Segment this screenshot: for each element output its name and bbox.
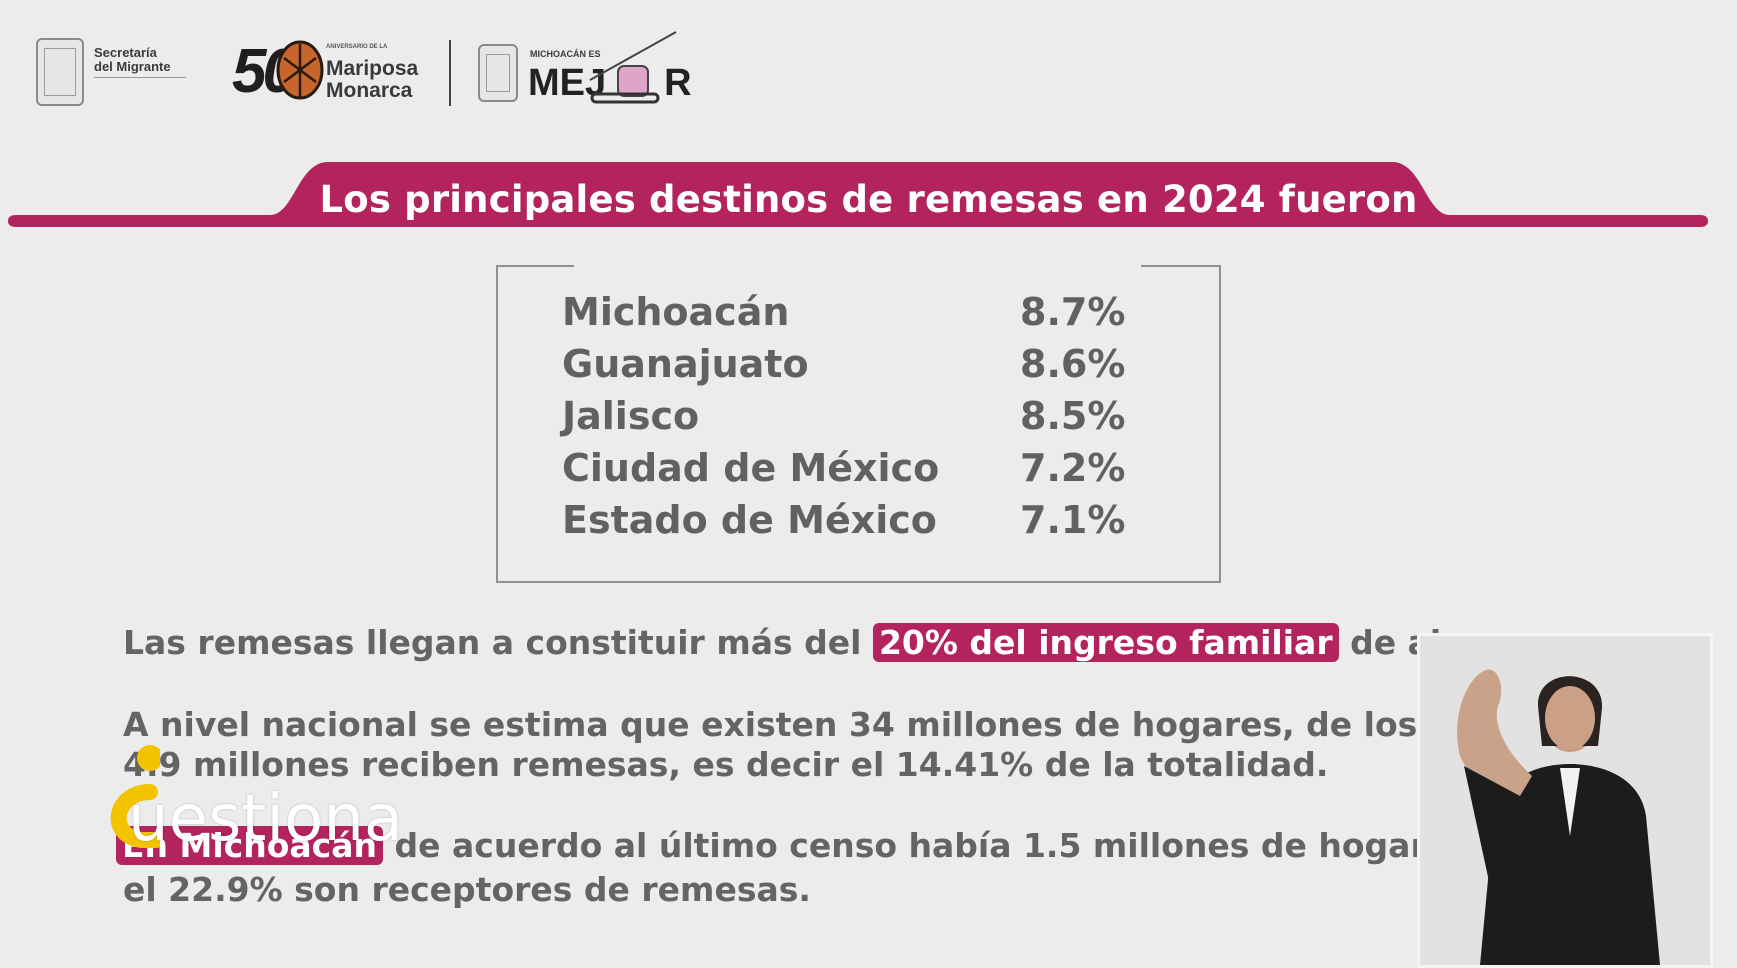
table-row: Michoacán 8.7% [562,290,1126,342]
state-name: Ciudad de México [562,446,940,490]
paragraph-income: Las remesas llegan a constituir más del … [123,623,1488,662]
p1-highlight: 20% del ingreso familiar [872,623,1339,662]
page-title: Los principales destinos de remesas en 2… [319,178,1418,221]
table-row: Ciudad de México 7.2% [562,446,1126,498]
state-share: 7.1% [1020,498,1126,542]
secretaria-line2: del Migrante [94,58,171,74]
cable-car-icon [589,31,677,104]
table-row: Jalisco 8.5% [562,394,1126,446]
state-share: 8.7% [1020,290,1126,334]
state-share: 8.6% [1020,342,1126,386]
p3-after: de acuerdo al último censo había 1.5 mil… [394,826,1469,865]
secretaria-logo: Secretaría del Migrante [94,45,186,79]
mariposa-line2: Monarca [326,79,413,103]
table-row: Guanajuato 8.6% [562,342,1126,394]
p3-highlight: En Michoacán [116,826,383,865]
secretaria-line1: Secretaría [94,45,157,60]
state-name: Estado de México [562,498,937,542]
mariposa-logo: 50 ANIVERSARIO DE LA Mariposa Monarca [232,37,419,106]
state-name: Guanajuato [562,342,809,386]
table-row: Estado de México 7.1% [562,498,1126,550]
header-divider [449,40,451,106]
butterfly-icon [276,40,324,100]
title-band [8,162,1708,227]
watermark-text: uestiona [128,782,404,856]
state-share: 7.2% [1020,446,1126,490]
michoacan-seal-icon [478,44,518,102]
watermark-logo-icon [110,745,160,848]
michoacan-big-right: R [664,62,692,104]
box-top-left-line [496,265,574,267]
paragraph-national-line1: A nivel nacional se estima que existen 3… [123,705,1472,744]
state-share: 8.5% [1020,394,1126,438]
michoacan-small: MICHOACÁN ES [530,49,601,59]
paragraph-michoacan-line2: el 22.9% son receptores de remesas. [123,870,811,909]
sign-language-interpreter-video [1417,633,1713,968]
state-name: Jalisco [562,394,700,438]
mariposa-line1: Mariposa [326,57,419,80]
interpreter-person-icon [1420,636,1710,965]
destinations-box [496,265,1221,583]
paragraph-michoacan-line1: En Michoacán de acuerdo al último censo … [116,826,1469,865]
paragraph-national-line2: 4.9 millones reciben remesas, es decir e… [123,745,1329,784]
box-top-right-line [1141,265,1219,267]
secretaria-seal-icon [36,38,84,106]
state-name: Michoacán [562,290,790,334]
p1-before: Las remesas llegan a constituir más del [123,623,862,662]
michoacan-logo: MICHOACÁN ES MEJ R [528,30,708,110]
